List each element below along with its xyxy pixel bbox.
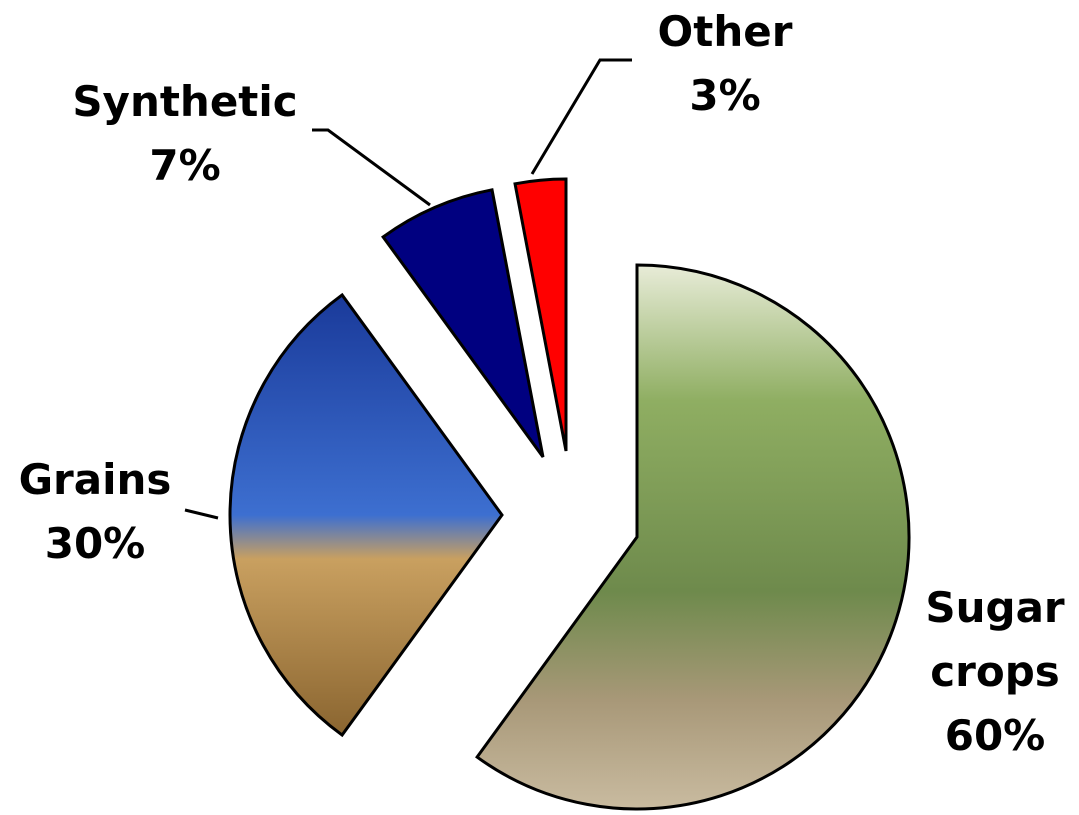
- pie-slice: [475, 263, 911, 811]
- slice-label: Synthetic 7%: [50, 70, 320, 198]
- leader-line: [184, 508, 219, 520]
- value-label: 3%: [689, 71, 761, 120]
- value-label: 7%: [149, 141, 221, 190]
- leader-line: [312, 128, 431, 207]
- category-label: Other: [657, 7, 793, 56]
- pie-slice: [228, 292, 504, 738]
- category-label: Grains: [18, 455, 172, 504]
- value-label: 30%: [44, 519, 146, 568]
- pie-slice: [513, 177, 568, 452]
- pie-slice: [381, 188, 545, 458]
- leader-line: [530, 58, 632, 175]
- category-label: Sugar crops: [925, 583, 1065, 696]
- leader-lines: [184, 58, 632, 520]
- category-label: Synthetic: [72, 77, 298, 126]
- slices: [228, 177, 911, 811]
- value-label: 60%: [944, 711, 1046, 760]
- slice-label: Other 3%: [630, 0, 820, 128]
- slice-label: Grains 30%: [0, 448, 190, 576]
- slice-label: Sugar crops 60%: [915, 576, 1075, 768]
